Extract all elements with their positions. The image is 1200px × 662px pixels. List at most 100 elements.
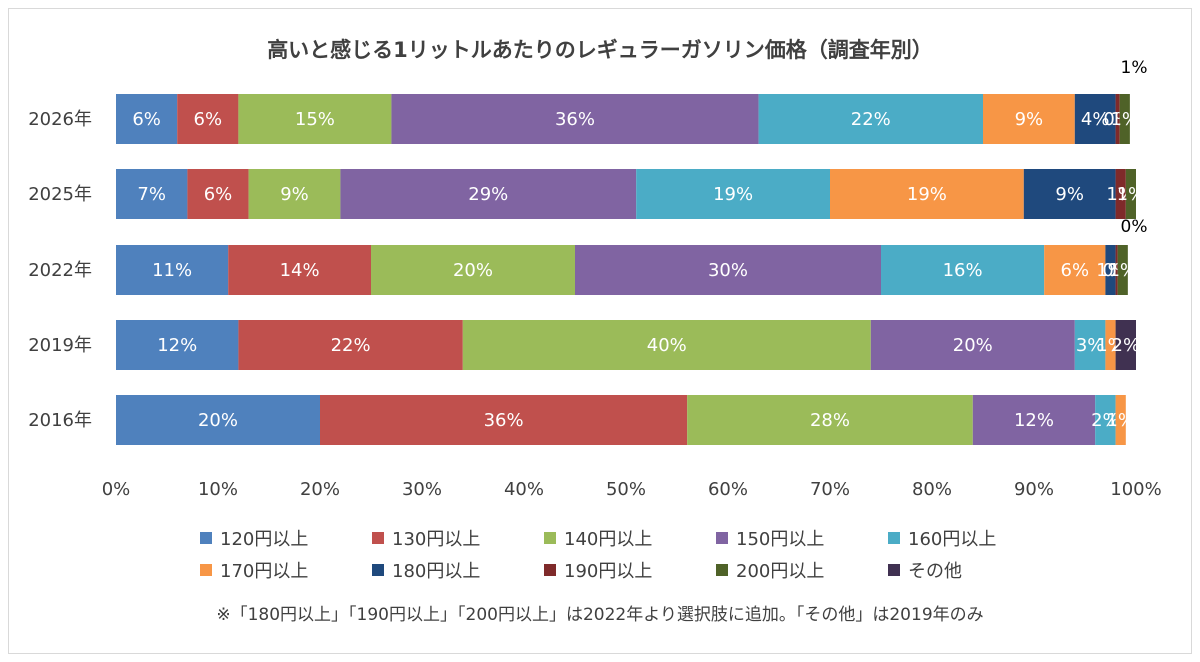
data-label: 6% bbox=[132, 109, 161, 130]
bar-segment bbox=[1074, 94, 1116, 144]
data-label-callout: 0% bbox=[1121, 217, 1148, 237]
data-label: 28% bbox=[810, 410, 850, 431]
legend-entry: 140円以上 bbox=[544, 525, 716, 551]
data-label: 22% bbox=[851, 109, 891, 130]
legend-swatch bbox=[200, 532, 212, 544]
category-label: 2019年 bbox=[28, 335, 92, 356]
bar-segment bbox=[1125, 169, 1136, 219]
legend-entry: 170円以上 bbox=[200, 557, 372, 583]
x-tick-label: 40% bbox=[504, 479, 544, 500]
category-label: 2025年 bbox=[28, 184, 92, 205]
x-tick-label: 10% bbox=[198, 479, 238, 500]
bar-segment bbox=[1115, 320, 1136, 370]
bar-segment bbox=[1044, 245, 1106, 295]
data-label: 2% bbox=[1091, 410, 1120, 431]
bar-segment bbox=[1115, 169, 1126, 219]
legend-entry: 180円以上 bbox=[372, 557, 544, 583]
data-label: 19% bbox=[713, 184, 753, 205]
x-tick-label: 60% bbox=[708, 479, 748, 500]
bar-segment bbox=[177, 94, 239, 144]
category-label: 2026年 bbox=[28, 109, 92, 130]
data-label: 1% bbox=[1106, 410, 1135, 431]
data-label: 2% bbox=[1112, 335, 1141, 356]
legend-swatch bbox=[716, 532, 728, 544]
bar-segment bbox=[1115, 94, 1120, 144]
legend-swatch bbox=[716, 564, 728, 576]
legend-label: 160円以上 bbox=[908, 529, 997, 550]
data-label: 6% bbox=[194, 109, 223, 130]
bar-segment bbox=[687, 395, 973, 445]
data-label: 9% bbox=[1055, 184, 1084, 205]
data-label: 7% bbox=[137, 184, 166, 205]
bar-segment bbox=[248, 169, 341, 219]
data-label-callout: 1% bbox=[1121, 58, 1148, 78]
bar-segment bbox=[1095, 395, 1116, 445]
bar-segment bbox=[870, 320, 1075, 370]
data-label: 6% bbox=[1061, 260, 1090, 281]
data-label: 29% bbox=[468, 184, 508, 205]
x-tick-label: 90% bbox=[1014, 479, 1054, 500]
legend-label: 170円以上 bbox=[220, 561, 309, 582]
legend-row: 120円以上 130円以上 140円以上 150円以上 160円以上 bbox=[200, 522, 1060, 554]
bar-segment bbox=[1119, 94, 1130, 144]
bar-segment bbox=[116, 395, 320, 445]
x-tick-label: 70% bbox=[810, 479, 850, 500]
legend-entry: 200円以上 bbox=[716, 557, 888, 583]
bar-segment bbox=[391, 94, 759, 144]
bar-segment bbox=[972, 395, 1096, 445]
bar-segment bbox=[1105, 320, 1116, 370]
footnote: ※「180円以上」「190円以上」「200円以上」は2022年より選択肢に追加。… bbox=[216, 605, 984, 625]
category-label: 2016年 bbox=[28, 410, 92, 431]
legend-entry: 190円以上 bbox=[544, 557, 716, 583]
bar-segment bbox=[758, 94, 983, 144]
bar-segment bbox=[320, 395, 688, 445]
bar-segment bbox=[340, 169, 637, 219]
legend-swatch bbox=[544, 532, 556, 544]
legend-swatch bbox=[888, 564, 900, 576]
bar-segment bbox=[1115, 245, 1118, 295]
data-label: 20% bbox=[953, 335, 993, 356]
legend-label: 140円以上 bbox=[564, 529, 653, 550]
data-label: 20% bbox=[198, 410, 238, 431]
legend: 120円以上 130円以上 140円以上 150円以上 160円以上 170円以上 180円… bbox=[200, 522, 1060, 586]
bar-segment bbox=[1074, 320, 1106, 370]
bar-segment bbox=[238, 320, 463, 370]
data-label: 36% bbox=[555, 109, 595, 130]
x-tick-label: 100% bbox=[1110, 479, 1161, 500]
legend-row: 170円以上 180円以上 190円以上 200円以上 その他 bbox=[200, 554, 1060, 586]
legend-swatch bbox=[544, 564, 556, 576]
legend-label: 120円以上 bbox=[220, 529, 309, 550]
legend-swatch bbox=[888, 532, 900, 544]
bar-segment bbox=[238, 94, 392, 144]
bar-segment bbox=[881, 245, 1045, 295]
data-label: 12% bbox=[157, 335, 197, 356]
data-label: 1% bbox=[1110, 109, 1139, 130]
bar-segment bbox=[636, 169, 830, 219]
bar-segment bbox=[228, 245, 371, 295]
bar-segment bbox=[1117, 245, 1128, 295]
bar-segment bbox=[1023, 169, 1116, 219]
bar-segment bbox=[830, 169, 1024, 219]
legend-entry: 150円以上 bbox=[716, 525, 888, 551]
x-tick-label: 0% bbox=[102, 479, 131, 500]
bar-segment bbox=[116, 94, 178, 144]
bar-segment bbox=[575, 245, 881, 295]
bar-segment bbox=[116, 169, 188, 219]
legend-swatch bbox=[372, 564, 384, 576]
data-label: 1% bbox=[1117, 184, 1146, 205]
bar-segment bbox=[1115, 395, 1126, 445]
data-label: 36% bbox=[484, 410, 524, 431]
data-label: 20% bbox=[453, 260, 493, 281]
x-tick-label: 80% bbox=[912, 479, 952, 500]
legend-label: 150円以上 bbox=[736, 529, 825, 550]
data-label: 9% bbox=[280, 184, 309, 205]
data-label: 19% bbox=[907, 184, 947, 205]
legend-entry: その他 bbox=[888, 557, 1060, 583]
bar-segment bbox=[116, 245, 229, 295]
legend-swatch bbox=[372, 532, 384, 544]
data-label: 15% bbox=[295, 109, 335, 130]
bar-segment bbox=[462, 320, 871, 370]
legend-label: 130円以上 bbox=[392, 529, 481, 550]
x-tick-label: 50% bbox=[606, 479, 646, 500]
